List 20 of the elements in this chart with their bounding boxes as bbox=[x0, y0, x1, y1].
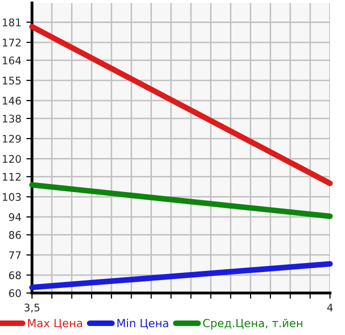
y-tick-label: 68 bbox=[9, 271, 21, 280]
y-tick-label: 155 bbox=[2, 76, 21, 85]
y-tick-label: 60 bbox=[9, 289, 21, 298]
y-tick-label: 86 bbox=[9, 231, 21, 239]
legend-label: Min Цена bbox=[117, 318, 168, 329]
y-tick-label: 164 bbox=[2, 56, 21, 64]
y-tick-label: 138 bbox=[2, 114, 21, 123]
y-tick-label: 120 bbox=[2, 154, 21, 163]
y-tick-label: 181 bbox=[2, 18, 21, 26]
y-tick-label: 77 bbox=[9, 251, 21, 259]
legend-label: Max Цена bbox=[28, 319, 82, 329]
y-tick-label: 129 bbox=[2, 134, 21, 143]
y-tick-label: 112 bbox=[2, 172, 21, 181]
y-tick-label: 172 bbox=[2, 38, 21, 46]
x-tick-label: 3,5 bbox=[24, 304, 40, 313]
y-tick-label: 94 bbox=[8, 213, 21, 222]
y-tick-label: 146 bbox=[2, 96, 21, 105]
x-tick-label: 4 bbox=[327, 304, 333, 312]
legend-label: Сред.Цена, т.йен bbox=[203, 318, 302, 330]
y-tick-label: 103 bbox=[2, 193, 21, 201]
